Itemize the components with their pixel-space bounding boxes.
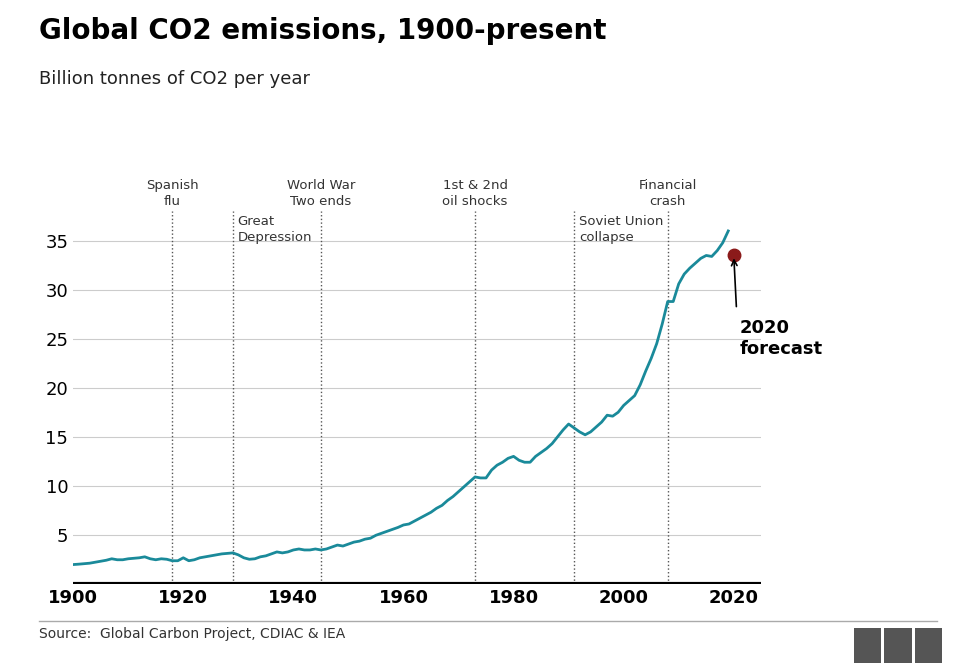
Text: 1st & 2nd
oil shocks: 1st & 2nd oil shocks [442, 179, 508, 208]
Text: Billion tonnes of CO2 per year: Billion tonnes of CO2 per year [39, 70, 310, 89]
Text: Financial
crash: Financial crash [638, 179, 697, 208]
Text: 2020
forecast: 2020 forecast [739, 319, 823, 358]
Text: B: B [862, 638, 874, 653]
Text: Soviet Union
collapse: Soviet Union collapse [579, 215, 664, 244]
Text: Great
Depression: Great Depression [238, 215, 312, 244]
Text: Source:  Global Carbon Project, CDIAC & IEA: Source: Global Carbon Project, CDIAC & I… [39, 627, 346, 641]
Text: Global CO2 emissions, 1900-present: Global CO2 emissions, 1900-present [39, 17, 606, 45]
Text: World War
Two ends: World War Two ends [287, 179, 355, 208]
Text: B: B [892, 638, 904, 653]
Text: Spanish
flu: Spanish flu [146, 179, 198, 208]
Text: C: C [922, 638, 934, 653]
